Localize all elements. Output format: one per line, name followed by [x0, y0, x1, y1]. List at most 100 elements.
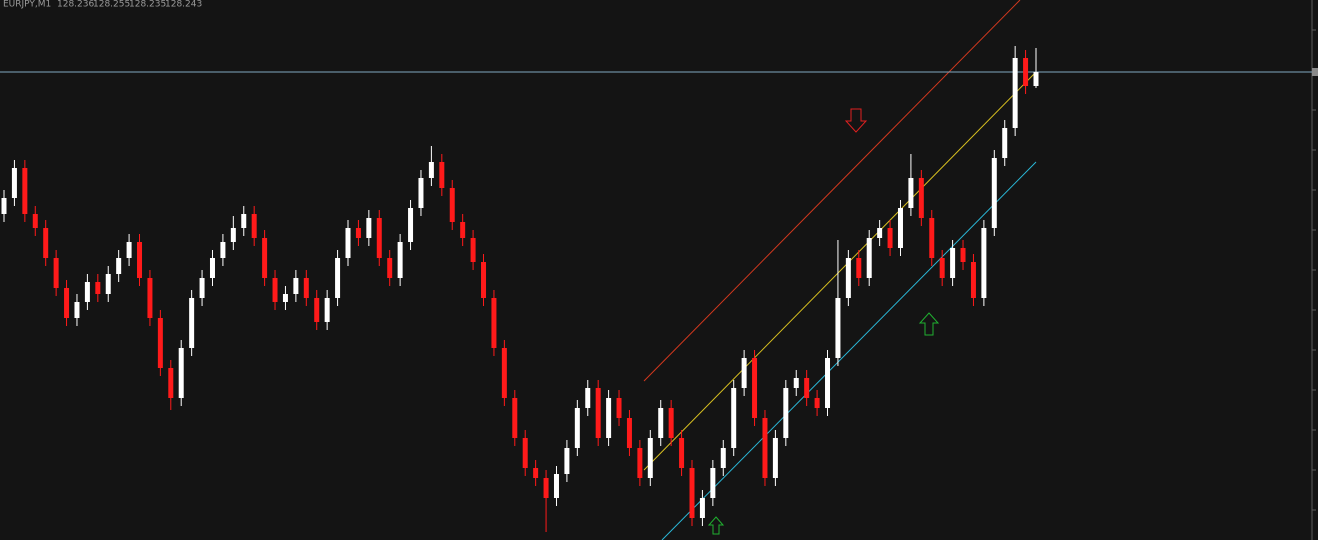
candle-body [710, 468, 716, 498]
candle-body [1002, 128, 1008, 158]
candle-body [387, 258, 393, 278]
candle-body [199, 278, 205, 298]
candle-body [960, 248, 966, 262]
candle-body [752, 358, 758, 418]
candle-body [585, 388, 591, 408]
candle-body [699, 498, 705, 518]
candle-body [282, 294, 288, 302]
candle-body [84, 282, 90, 302]
channel-lower [661, 161, 1037, 540]
candle-body [772, 438, 778, 478]
candle-body [616, 398, 622, 418]
candle-body [741, 358, 747, 388]
candle-body [793, 378, 799, 388]
candle-body [209, 258, 215, 278]
candle-body [105, 274, 111, 294]
candle-body [929, 218, 935, 258]
candle-body [887, 228, 893, 248]
candle-body [918, 178, 924, 218]
candle-body [543, 478, 549, 498]
candle-body [178, 348, 184, 398]
candle-body [449, 188, 455, 222]
candle-body [481, 262, 487, 298]
price-axis-ticks [1312, 29, 1316, 511]
candle-body [397, 242, 403, 278]
candle-body [11, 168, 17, 198]
channel-middle [643, 71, 1037, 471]
candle-body [679, 438, 685, 468]
candle-body [439, 162, 445, 188]
candle-body [408, 208, 414, 242]
candle-body [825, 358, 831, 408]
candle-body [314, 298, 320, 322]
candle-body [324, 298, 330, 322]
candle-body [230, 228, 236, 242]
candle-body [783, 388, 789, 438]
candle-body [428, 162, 434, 178]
candle-body [95, 282, 101, 294]
candle-body [939, 258, 945, 278]
candle-body [762, 418, 768, 478]
candle-body [856, 258, 862, 278]
ohlc-close: 128.243 [165, 0, 202, 10]
candle-body [835, 298, 841, 358]
candle-body [647, 438, 653, 478]
candle-body [637, 448, 643, 478]
candle-body [720, 448, 726, 468]
candle-body [1023, 58, 1029, 86]
sell-arrow [844, 108, 868, 133]
candle-body [731, 388, 737, 448]
candle-body [22, 168, 28, 214]
candle-body [376, 218, 382, 258]
buy-arrow [918, 312, 940, 336]
candle-body [1, 198, 7, 214]
candle-body [908, 178, 914, 208]
candle-body [64, 288, 70, 318]
candle-body [116, 258, 122, 274]
ohlc-high: 128.255 [93, 0, 130, 10]
candle-body [512, 398, 518, 438]
candle-body [335, 258, 341, 298]
candle-body [626, 418, 632, 448]
candle-body [491, 298, 497, 348]
candle-body [43, 228, 49, 258]
candle-body [293, 278, 299, 294]
candle-body [595, 388, 601, 438]
candle-body [220, 242, 226, 258]
candle-body [53, 258, 59, 288]
candle-body [866, 238, 872, 278]
candle-body [897, 208, 903, 248]
candle-body [564, 448, 570, 474]
candles [1, 46, 1039, 532]
candle-body [470, 238, 476, 262]
candle-body [804, 378, 810, 398]
candle-body [845, 258, 851, 298]
candle-body [553, 474, 559, 498]
ohlc-open: 128.236 [57, 0, 94, 10]
candle-body [74, 302, 80, 318]
candle-body [355, 228, 361, 238]
candle-body [668, 408, 674, 438]
candle-body [1012, 58, 1018, 128]
candle-body [147, 278, 153, 318]
candle-body [460, 222, 466, 238]
candle-body [606, 398, 612, 438]
candle-body [32, 214, 38, 228]
candle-body [533, 468, 539, 478]
candle-body [168, 368, 174, 398]
ohlc-low: 128.235 [129, 0, 166, 10]
candle-body [1033, 72, 1039, 86]
candle-body [189, 298, 195, 348]
candle-body [950, 248, 956, 278]
candle-body [522, 438, 528, 468]
candle-body [574, 408, 580, 448]
candle-body [981, 228, 987, 298]
candle-body [366, 218, 372, 238]
candle-body [814, 398, 820, 408]
candle-body [991, 158, 997, 228]
symbol-label: EURJPY,M1 [3, 0, 51, 10]
candle-body [137, 242, 143, 278]
candle-body [689, 468, 695, 518]
